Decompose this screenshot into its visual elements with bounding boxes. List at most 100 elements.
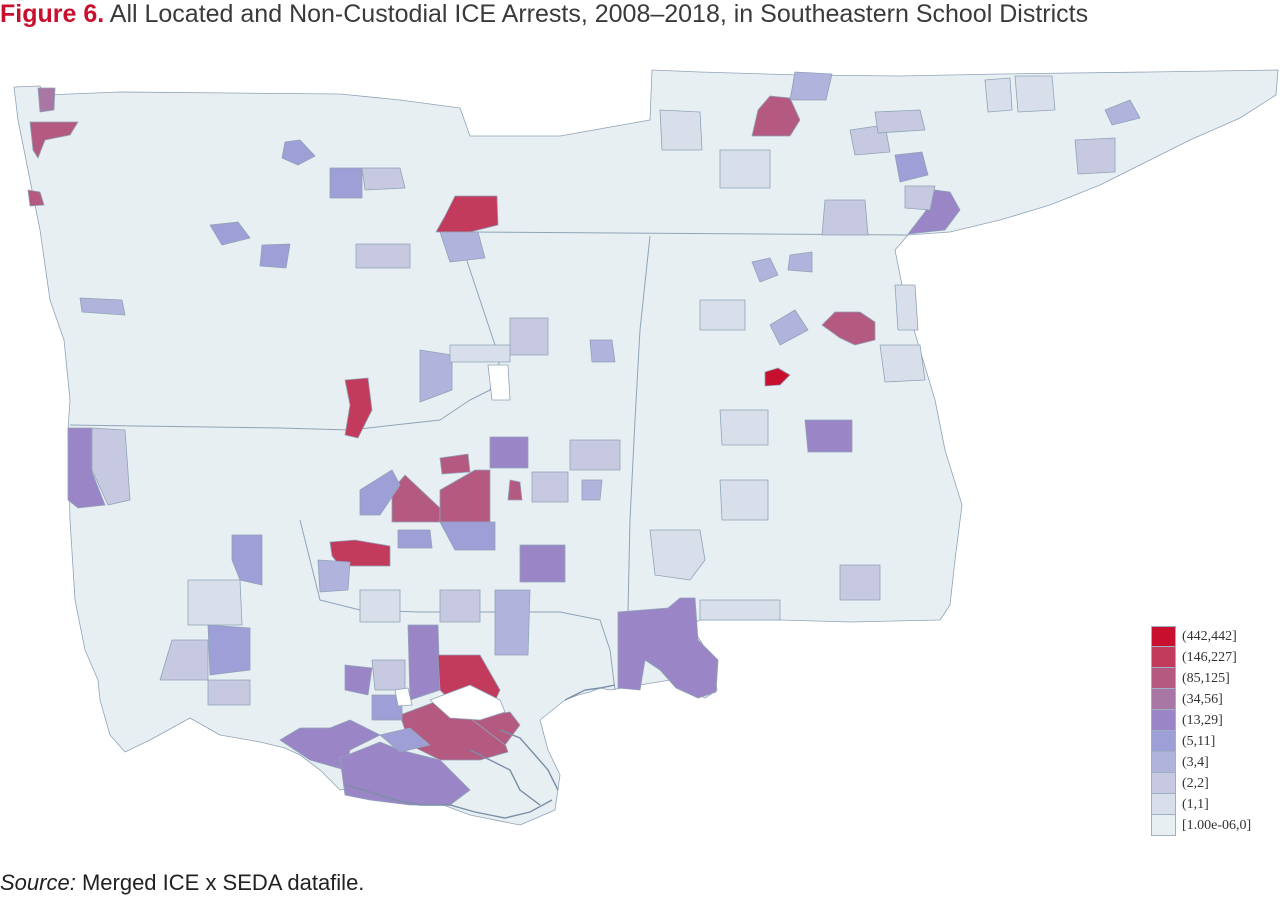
district-shaded <box>569 439 621 471</box>
district-shaded <box>531 471 569 503</box>
district-shaded <box>379 727 431 753</box>
legend-item: (3,4] <box>1151 752 1276 773</box>
district-shaded <box>371 659 406 691</box>
district-shaded <box>617 597 719 699</box>
legend-swatch <box>1151 626 1176 647</box>
district-shaded <box>649 529 706 581</box>
figure-label: Figure 6. <box>0 0 105 28</box>
map-svg <box>13 69 1279 826</box>
map-region-base <box>13 69 1279 826</box>
district-shaded <box>1104 99 1141 126</box>
district-shaded <box>397 529 433 549</box>
legend-item: [1.00e-06,0] <box>1151 815 1276 836</box>
district-shaded <box>29 121 79 159</box>
district-shaded <box>407 624 441 701</box>
legend-item: (5,11] <box>1151 731 1276 752</box>
legend-item: (13,29] <box>1151 710 1276 731</box>
legend-item: (34,56] <box>1151 689 1276 710</box>
district-shaded <box>91 427 131 506</box>
district-shaded <box>699 599 781 621</box>
district-shaded <box>719 149 771 189</box>
district-shaded <box>507 479 523 501</box>
legend-label: (85,125] <box>1182 670 1230 686</box>
legend-label: [1.00e-06,0] <box>1182 817 1252 833</box>
district-shaded <box>719 409 769 446</box>
district-shaded <box>789 71 833 101</box>
legend-label: (2,2] <box>1182 775 1209 791</box>
district-shaded <box>519 544 566 583</box>
district-shaded <box>751 257 779 283</box>
source-text: Merged ICE x SEDA datafile. <box>81 870 365 895</box>
coast-marsh-line <box>499 729 559 791</box>
district-shaded <box>344 377 373 439</box>
coastline-detail <box>344 684 616 819</box>
district-shaded <box>419 349 453 403</box>
coast-marsh-line <box>564 684 616 701</box>
district-shaded <box>209 221 251 246</box>
district-shaded <box>984 77 1013 113</box>
district-shaded <box>439 231 486 263</box>
district-shaded <box>281 139 316 166</box>
legend-label: (3,4] <box>1182 754 1209 770</box>
district-shaded <box>259 243 291 269</box>
district-shaded <box>1014 75 1056 113</box>
legend-label: (5,11] <box>1182 733 1216 749</box>
district-shaded <box>359 469 401 516</box>
legend-swatch <box>1151 773 1176 794</box>
legend-item: (1,1] <box>1151 794 1276 815</box>
legend-item: (146,227] <box>1151 647 1276 668</box>
district-shaded <box>79 297 126 316</box>
lake-water <box>487 364 511 401</box>
district-shaded <box>355 243 411 269</box>
figure-title-text: All Located and Non-Custodial ICE Arrest… <box>109 0 1089 28</box>
coast-marsh-line <box>344 784 553 819</box>
district-shaded <box>359 589 401 623</box>
district-shaded <box>904 185 936 211</box>
district-shaded <box>439 469 491 523</box>
legend-label: (1,1] <box>1182 796 1209 812</box>
district-shaded <box>874 109 926 134</box>
lake-water <box>429 684 506 721</box>
district-shaded <box>764 367 791 387</box>
district-shaded <box>344 664 373 696</box>
legend-label: (442,442] <box>1182 628 1237 644</box>
figure-title: Figure 6. All Located and Non-Custodial … <box>0 0 1280 30</box>
legend-swatch <box>1151 647 1176 668</box>
source-label: Source: <box>0 870 76 895</box>
choropleth-map <box>0 60 1280 840</box>
district-shaded <box>329 167 363 199</box>
legend-swatch <box>1151 710 1176 731</box>
legend-swatch <box>1151 752 1176 773</box>
district-shaded <box>719 479 769 521</box>
legend-swatch <box>1151 668 1176 689</box>
district-shaded <box>207 679 251 706</box>
legend-swatch <box>1151 815 1176 836</box>
legend-label: (146,227] <box>1182 649 1237 665</box>
district-shaded <box>879 344 926 383</box>
district-shaded <box>589 339 616 363</box>
district-shaded <box>187 579 243 626</box>
map-legend: (442,442] (146,227] (85,125] (34,56] (13,29]… <box>1151 626 1276 836</box>
district-shaded <box>27 189 45 207</box>
district-shaded <box>449 344 511 363</box>
district-shaded <box>489 436 529 469</box>
lake-water <box>394 687 413 707</box>
district-shaded <box>839 564 881 601</box>
district-shaded <box>894 284 919 331</box>
legend-swatch <box>1151 794 1176 815</box>
district-shaded <box>769 309 809 346</box>
district-shaded <box>1074 137 1116 175</box>
legend-label: (13,29] <box>1182 712 1223 728</box>
legend-item: (442,442] <box>1151 626 1276 647</box>
legend-swatch <box>1151 689 1176 710</box>
district-shaded <box>821 311 876 346</box>
legend-item: (2,2] <box>1151 773 1276 794</box>
legend-swatch <box>1151 731 1176 752</box>
district-shaded <box>821 199 869 236</box>
district-shaded <box>37 87 56 113</box>
district-shaded <box>659 109 703 151</box>
district-shaded <box>207 624 251 676</box>
district-shaded <box>509 317 549 356</box>
district-shaded <box>329 539 391 567</box>
district-shaded <box>439 453 471 475</box>
